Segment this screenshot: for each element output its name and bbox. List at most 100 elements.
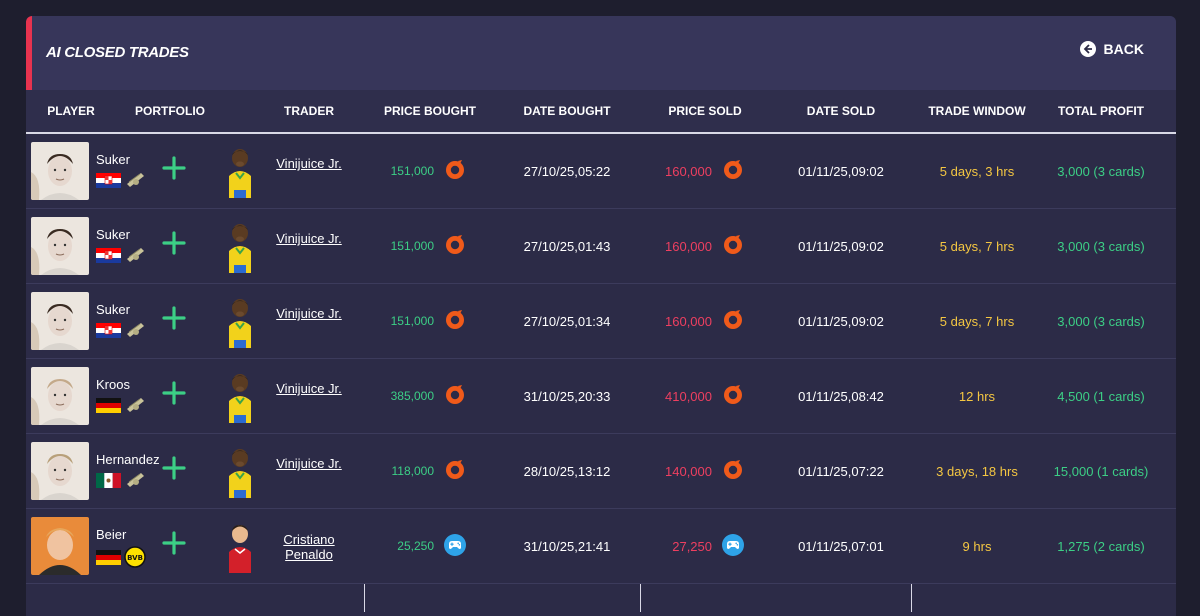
croatia-flag-icon xyxy=(96,247,121,263)
trader-avatar-icon xyxy=(229,149,251,198)
icon-badge-icon xyxy=(124,396,146,414)
date-sold: 01/11/25,09:02 xyxy=(798,239,884,254)
origin-icon xyxy=(724,235,742,254)
table-row[interactable]: Suker Vinijuice Jr. 151,000 27/10/25,05:… xyxy=(26,134,1176,209)
date-bought: 28/10/25,13:12 xyxy=(523,464,611,479)
closed-trades-panel: AI CLOSED TRADES BACK PLAYER PORTFOLIO T… xyxy=(26,16,1176,616)
col-trade-window[interactable]: TRADE WINDOW xyxy=(928,104,1026,118)
trade-window: 5 days, 7 hrs xyxy=(939,239,1015,254)
origin-icon xyxy=(724,160,742,179)
price-bought: 151,000 xyxy=(390,239,434,253)
date-bought: 31/10/25,21:41 xyxy=(523,539,611,554)
col-portfolio[interactable]: PORTFOLIO xyxy=(135,104,205,118)
price-bought: 151,000 xyxy=(390,164,434,178)
date-bought: 31/10/25,20:33 xyxy=(523,389,611,404)
germany-flag-icon xyxy=(96,549,121,565)
date-bought: 27/10/25,01:34 xyxy=(523,314,611,329)
date-bought: 27/10/25,05:22 xyxy=(523,164,611,179)
total-profit: 3,000 (3 cards) xyxy=(1057,164,1145,179)
trader-avatar-icon xyxy=(229,374,251,423)
col-price-sold[interactable]: PRICE SOLD xyxy=(668,104,742,118)
player-name[interactable]: Beier xyxy=(96,527,127,542)
date-sold: 01/11/25,09:02 xyxy=(798,314,884,329)
total-profit: 4,500 (1 cards) xyxy=(1057,389,1145,404)
price-sold: 140,000 xyxy=(665,464,712,479)
icon-badge-icon xyxy=(124,321,146,339)
origin-icon xyxy=(446,385,464,404)
player-avatar xyxy=(31,142,89,200)
croatia-flag-icon xyxy=(96,172,121,188)
back-label: BACK xyxy=(1103,41,1144,57)
add-to-portfolio-icon[interactable] xyxy=(162,231,186,255)
trade-window: 5 days, 3 hrs xyxy=(939,164,1015,179)
price-bought: 25,250 xyxy=(397,539,434,553)
trade-window: 3 days, 18 hrs xyxy=(936,464,1018,479)
panel-header: AI CLOSED TRADES BACK xyxy=(26,16,1176,90)
table-header: PLAYER PORTFOLIO TRADER PRICE BOUGHT DAT… xyxy=(26,90,1176,134)
croatia-flag-icon xyxy=(96,322,121,338)
icon-badge-icon xyxy=(124,471,146,489)
date-sold: 01/11/25,07:01 xyxy=(798,539,884,554)
total-profit: 1,275 (2 cards) xyxy=(1057,539,1145,554)
table-row[interactable]: Suker Vinijuice Jr. 151,000 27/10/25,01:… xyxy=(26,209,1176,284)
table-row[interactable]: Suker Vinijuice Jr. 151,000 27/10/25,01:… xyxy=(26,284,1176,359)
trader-avatar-icon xyxy=(229,449,251,498)
playstation-icon xyxy=(722,534,744,556)
player-name[interactable]: Hernandez xyxy=(96,452,160,467)
origin-icon xyxy=(446,460,464,479)
trade-window: 9 hrs xyxy=(962,539,992,554)
table-row[interactable]: Beier BVB Cristiano Penaldo 25,250 31/10… xyxy=(26,509,1176,584)
col-total-profit[interactable]: TOTAL PROFIT xyxy=(1058,104,1144,118)
trader-name-link[interactable]: Vinijuice Jr. xyxy=(276,381,342,396)
player-avatar xyxy=(31,292,89,350)
trader-avatar-icon xyxy=(229,224,251,273)
arrow-left-icon xyxy=(1079,41,1096,57)
origin-icon xyxy=(724,460,742,479)
add-to-portfolio-icon[interactable] xyxy=(162,456,186,480)
col-price-bought[interactable]: PRICE BOUGHT xyxy=(383,104,477,118)
date-sold: 01/11/25,08:42 xyxy=(798,389,884,404)
table-row[interactable]: Hernandez Vinijuice Jr. 118,000 28/10/25… xyxy=(26,434,1176,509)
table-row[interactable]: Kroos Vinijuice Jr. 385,000 31/10/25,20:… xyxy=(26,359,1176,434)
player-avatar xyxy=(31,517,89,575)
add-to-portfolio-icon[interactable] xyxy=(162,531,186,555)
trader-name-link[interactable]: Cristiano Penaldo xyxy=(283,532,335,562)
back-button[interactable]: BACK xyxy=(1079,41,1144,57)
date-bought: 27/10/25,01:43 xyxy=(523,239,611,254)
date-sold: 01/11/25,09:02 xyxy=(798,164,884,179)
price-sold: 27,250 xyxy=(672,539,712,554)
price-sold: 160,000 xyxy=(665,239,712,254)
player-name[interactable]: Suker xyxy=(96,227,130,242)
trader-name-link[interactable]: Vinijuice Jr. xyxy=(276,306,342,321)
trader-avatar-icon xyxy=(229,525,251,573)
player-name[interactable]: Suker xyxy=(96,152,130,167)
trader-avatar-icon xyxy=(229,299,251,348)
origin-icon xyxy=(446,235,464,254)
col-trader[interactable]: TRADER xyxy=(284,104,334,118)
origin-icon xyxy=(724,385,742,404)
price-bought: 118,000 xyxy=(391,464,435,478)
col-date-bought[interactable]: DATE BOUGHT xyxy=(523,104,611,118)
trader-name-link[interactable]: Vinijuice Jr. xyxy=(276,156,342,171)
col-date-sold[interactable]: DATE SOLD xyxy=(806,104,876,118)
total-profit: 3,000 (3 cards) xyxy=(1057,314,1145,329)
player-name[interactable]: Suker xyxy=(96,302,130,317)
player-avatar xyxy=(31,442,89,500)
price-sold: 160,000 xyxy=(665,314,712,329)
trader-name-link[interactable]: Vinijuice Jr. xyxy=(276,231,342,246)
col-player[interactable]: PLAYER xyxy=(47,104,95,118)
player-name[interactable]: Kroos xyxy=(96,377,130,392)
add-to-portfolio-icon[interactable] xyxy=(162,306,186,330)
mexico-flag-icon xyxy=(96,472,121,488)
origin-icon xyxy=(446,160,464,179)
page-title: AI CLOSED TRADES xyxy=(46,44,189,61)
trader-name-link[interactable]: Vinijuice Jr. xyxy=(276,456,342,471)
origin-icon xyxy=(446,310,464,329)
add-to-portfolio-icon[interactable] xyxy=(162,381,186,405)
add-to-portfolio-icon[interactable] xyxy=(162,156,186,180)
bvb-badge-icon: BVB xyxy=(124,546,146,568)
icon-badge-icon xyxy=(124,171,146,189)
price-bought: 151,000 xyxy=(390,314,434,328)
origin-icon xyxy=(724,310,742,329)
trade-window: 5 days, 7 hrs xyxy=(939,314,1015,329)
